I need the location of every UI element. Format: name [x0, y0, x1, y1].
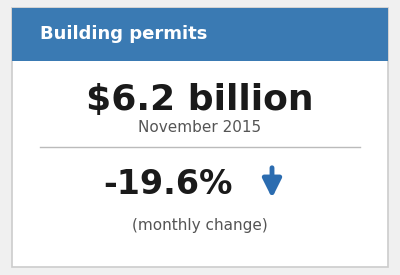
Text: Building permits: Building permits — [40, 25, 207, 43]
FancyBboxPatch shape — [12, 8, 388, 60]
Text: $6.2 billion: $6.2 billion — [86, 83, 314, 117]
Text: -19.6%: -19.6% — [103, 168, 233, 201]
Text: (monthly change): (monthly change) — [132, 218, 268, 233]
FancyBboxPatch shape — [12, 8, 388, 267]
Text: November 2015: November 2015 — [138, 120, 262, 135]
